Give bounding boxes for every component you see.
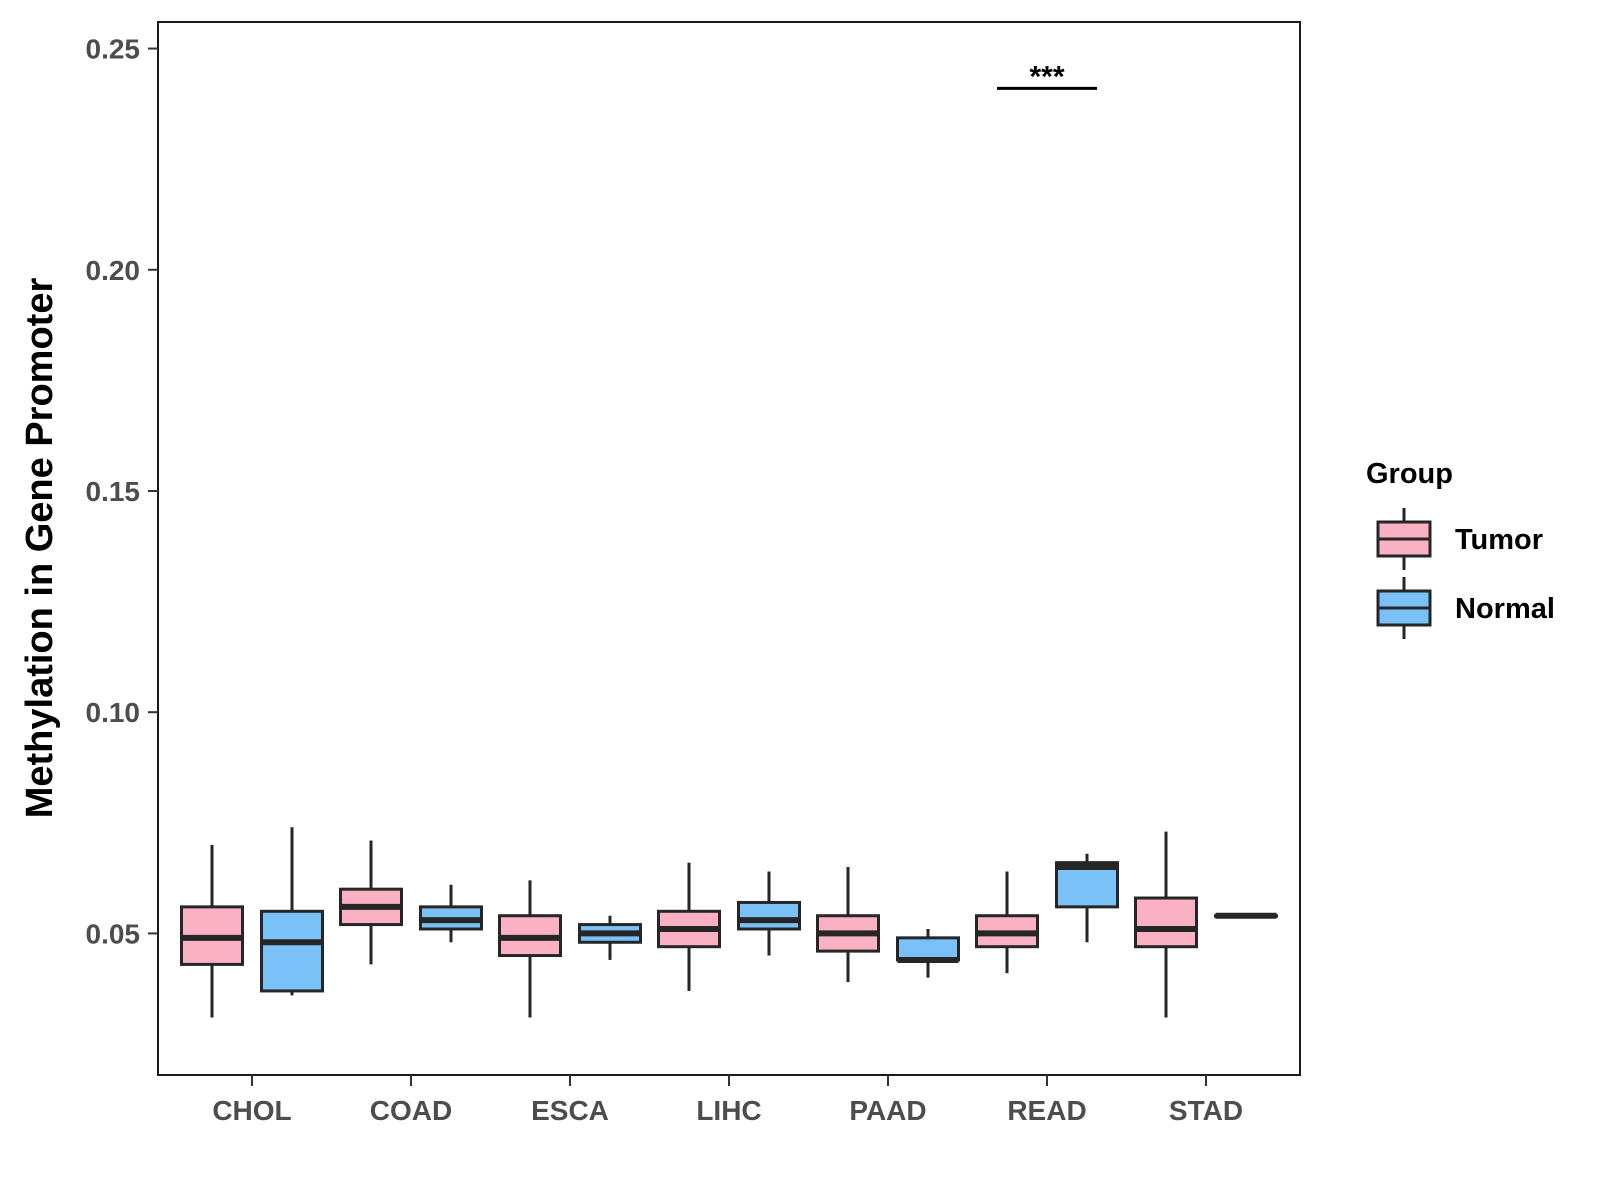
box-iqr	[1134, 896, 1198, 949]
y-axis-title: Methylation in Gene Promoter	[19, 278, 61, 819]
x-tick-label-stad: STAD	[1169, 1095, 1243, 1126]
box-tumor-paad	[816, 867, 880, 983]
box-normal-coad	[419, 884, 483, 943]
box-tumor-coad	[339, 840, 403, 965]
y-tick-label: 0.20	[86, 255, 141, 286]
legend-label-normal: Normal	[1455, 593, 1555, 625]
box-tumor-lihc	[657, 862, 721, 991]
x-tick-label-chol: CHOL	[212, 1095, 291, 1126]
box-normal-chol	[260, 827, 324, 996]
box-normal-stad	[1214, 912, 1278, 919]
significance-annotations: ***	[997, 60, 1097, 93]
box-normal-paad	[896, 928, 960, 978]
box-tumor-esca	[498, 880, 562, 1018]
y-tick-label: 0.15	[86, 476, 141, 507]
box-iqr	[260, 909, 324, 993]
y-tick-label: 0.05	[86, 918, 141, 949]
box-tumor-chol	[180, 844, 244, 1018]
box-normal-read	[1055, 853, 1119, 943]
significance-label: ***	[1029, 60, 1064, 93]
legend-item-tumor: Tumor	[1376, 508, 1543, 570]
box-normal-lihc	[737, 871, 801, 956]
legend-item-normal: Normal	[1376, 577, 1555, 639]
y-tick-label: 0.10	[86, 697, 141, 728]
box-series	[180, 827, 1278, 1018]
x-tick-label-esca: ESCA	[531, 1095, 609, 1126]
series-normal	[260, 827, 1278, 996]
y-axis: 0.05 0.10 0.15 0.20 0.25	[86, 34, 158, 949]
box-tumor-stad	[1134, 831, 1198, 1018]
legend-title: Group	[1366, 458, 1453, 490]
legend-label-tumor: Tumor	[1455, 524, 1543, 556]
x-axis: CHOL COAD ESCA LIHC PAAD READ STAD	[212, 1075, 1243, 1126]
panel-border	[157, 21, 1301, 1076]
box-iqr	[896, 936, 960, 962]
x-tick-label-lihc: LIHC	[696, 1095, 761, 1126]
series-tumor	[180, 831, 1198, 1018]
x-tick-label-coad: COAD	[370, 1095, 452, 1126]
x-tick-label-paad: PAAD	[849, 1095, 926, 1126]
box-iqr	[737, 900, 801, 931]
legend: Group Tumor Normal	[1366, 458, 1555, 639]
y-tick-label: 0.25	[86, 34, 141, 65]
box-normal-esca	[578, 915, 642, 960]
box-tumor-read	[975, 871, 1039, 974]
x-tick-label-read: READ	[1007, 1095, 1086, 1126]
